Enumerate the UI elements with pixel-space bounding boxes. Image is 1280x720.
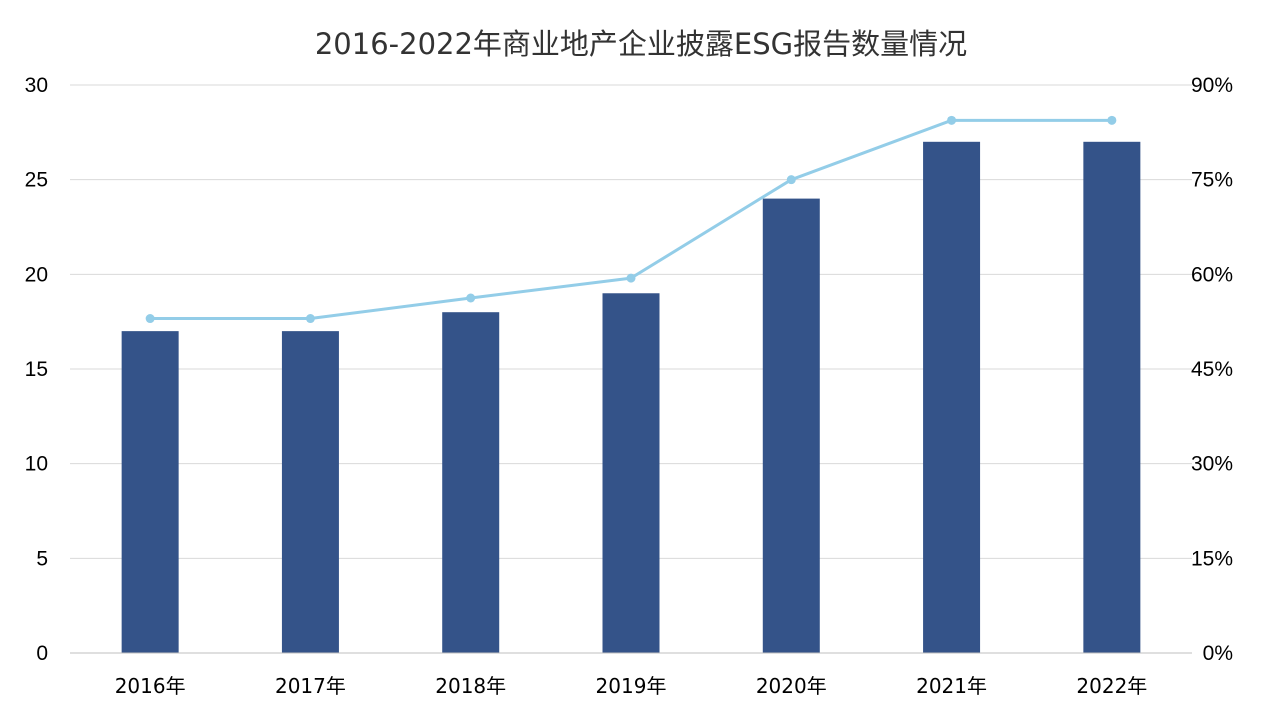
bar: [1083, 141, 1141, 654]
bar: [762, 198, 820, 653]
chart-title: 2016-2022年商业地产企业披露ESG报告数量情况: [315, 27, 967, 61]
y-left-tick-label: 30: [25, 74, 48, 97]
line-series: [145, 115, 1117, 324]
y-left-tick-label: 25: [25, 169, 48, 192]
y-right-tick-label: 30%: [1191, 453, 1233, 476]
bar: [923, 141, 981, 654]
bar: [442, 312, 500, 653]
tick-labels: 0 5 10 15 20 25 30 0% 15% 30% 45% 60% 75% 90% 2016年 201…: [25, 74, 1233, 698]
line-point: [466, 293, 476, 303]
y-right-tick-label: 45%: [1191, 358, 1233, 381]
line-point: [947, 115, 957, 125]
y-right-tick-label: 90%: [1191, 74, 1233, 97]
line-point: [786, 175, 796, 185]
x-tick-label: 2019年: [596, 674, 667, 698]
x-tick-label: 2018年: [435, 674, 506, 698]
line-point: [305, 314, 315, 324]
x-tick-label: 2020年: [756, 674, 827, 698]
y-left-tick-label: 20: [25, 263, 48, 286]
x-tick-label: 2021年: [916, 674, 987, 698]
y-left-tick-label: 5: [36, 547, 48, 570]
line-point: [626, 273, 636, 283]
bar-series: [121, 141, 1141, 654]
x-tick-label: 2016年: [115, 674, 186, 698]
y-right-tick-label: 60%: [1191, 263, 1233, 286]
line-point: [145, 314, 155, 324]
y-left-tick-label: 15: [25, 358, 48, 381]
line-point: [1107, 115, 1117, 125]
y-left-tick-label: 10: [25, 453, 48, 476]
y-left-tick-label: 0: [36, 642, 48, 665]
bar: [121, 331, 179, 653]
y-right-tick-label: 15%: [1191, 547, 1233, 570]
x-tick-label: 2022年: [1076, 674, 1147, 698]
y-right-tick-label: 0%: [1203, 642, 1233, 665]
bar: [602, 293, 660, 653]
y-right-tick-label: 75%: [1191, 169, 1233, 192]
x-tick-label: 2017年: [275, 674, 346, 698]
bar: [281, 331, 339, 653]
